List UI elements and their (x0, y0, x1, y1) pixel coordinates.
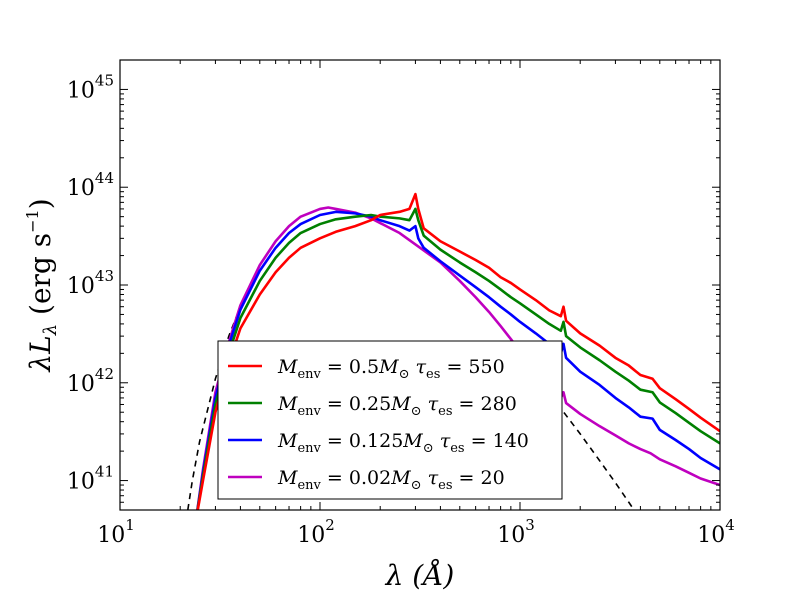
series-line-3 (196, 210, 720, 510)
legend-label-3: Menv = 0.125M⊙ τes = 140 (277, 430, 529, 456)
legend-label-1: Menv = 0.5M⊙ τes = 550 (277, 356, 505, 382)
legend-label-4: Menv = 0.02M⊙ τes = 20 (277, 467, 505, 493)
legend-label-2: Menv = 0.25M⊙ τes = 280 (277, 393, 517, 419)
y-tick-labels: 1041 1042 1043 1044 1045 (67, 71, 114, 494)
x-axis-label: λ (Å) (385, 559, 455, 592)
y-tick-label: 1044 (67, 169, 114, 201)
legend: Menv = 0.5M⊙ τes = 550 Menv = 0.25M⊙ τes … (217, 340, 563, 500)
x-tick-labels: 101 102 103 104 (97, 516, 735, 548)
x-tick-label: 102 (297, 516, 335, 548)
x-tick-label: 104 (697, 516, 735, 548)
y-axis-label: λLλ (erg s−1) (23, 198, 61, 372)
series-line-1 (196, 192, 720, 510)
y-tick-label: 1042 (67, 365, 114, 397)
x-tick-label: 101 (97, 516, 135, 548)
y-tick-label: 1045 (67, 71, 114, 103)
legend-box (217, 340, 563, 500)
y-tick-label: 1041 (67, 463, 114, 495)
tick-layer (119, 59, 721, 511)
y-tick-label: 1043 (67, 267, 114, 299)
series-line-2 (196, 207, 720, 510)
series-line-4 (196, 206, 720, 510)
x-tick-label: 103 (497, 516, 535, 548)
